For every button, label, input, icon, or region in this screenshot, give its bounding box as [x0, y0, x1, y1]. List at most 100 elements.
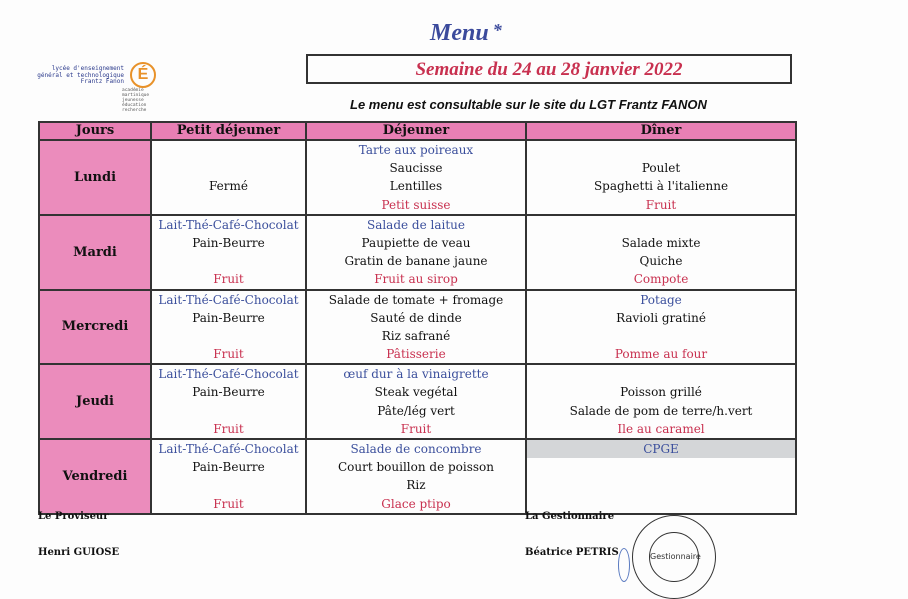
menu-item: Fruit au sirop [374, 272, 458, 287]
menu-item: Lentilles [389, 179, 443, 194]
menu-item [152, 196, 305, 214]
breakfast-cell: Lait-Thé-Café-Chocolat Pain-Beurre Fruit [150, 438, 307, 515]
menu-item: Gratin de banane jaune [344, 254, 488, 269]
lunch-cell: œuf dur à la vinaigrette Steak vegétal Pât… [305, 363, 527, 440]
menu-item: Salade de tomate + fromage [328, 292, 504, 307]
breakfast-cell: Lait-Thé-Café-Chocolat Pain-Beurre Fruit [150, 213, 307, 291]
day-cell: Mercredi [38, 288, 152, 366]
menu-table: Jours Petit déjeuner Déjeuner Dîner Lund… [38, 121, 797, 515]
breakfast-cell: Lait-Thé-Café-Chocolat Pain-Beurre Fruit [150, 363, 307, 440]
menu-item: Pain-Beurre [192, 235, 265, 250]
menu-item: Paupiette de veau [361, 235, 471, 250]
menu-item: Pain-Beurre [192, 310, 265, 325]
day-cell: Jeudi [38, 363, 152, 440]
menu-item: Saucisse [389, 161, 443, 176]
menu-item [527, 476, 795, 494]
week-banner: Semaine du 24 au 28 janvier 2022 [306, 54, 792, 84]
menu-item: Potage [640, 292, 682, 307]
lunch-cell: Salade de concombre Court bouillon de poi… [305, 438, 527, 515]
menu-item: Lait-Thé-Café-Chocolat [158, 442, 299, 456]
gestionnaire-role: La Gestionnaire [525, 511, 615, 522]
menu-item [152, 476, 305, 494]
menu-item: Spaghetti à l'italienne [593, 179, 729, 194]
stamp-text: Gestionnaire [649, 532, 701, 582]
menu-item: Compote [633, 272, 689, 287]
menu-item: Steak vegétal [374, 385, 458, 400]
dinner-cell: Poulet Spaghetti à l'italienne Fruit [525, 139, 797, 216]
school-logo: lycée d'enseignement général et technolo… [37, 60, 164, 113]
lunch-cell: Salade de tomate + fromage Sauté de dinde… [305, 288, 527, 366]
page-title: Menu * [430, 20, 502, 47]
header-diner: Dîner [525, 121, 797, 141]
menu-item: Ravioli gratiné [616, 310, 706, 325]
table-row: Vendredi Lait-Thé-Café-Chocolat Pain-Beurr… [38, 438, 797, 515]
menu-item: Tarte aux poireaux [358, 143, 474, 157]
header-dejeuner: Déjeuner [305, 121, 527, 141]
menu-item: Fruit [213, 421, 244, 436]
menu-item: Riz safrané [381, 328, 451, 343]
menu-item [527, 365, 795, 383]
breakfast-cell: Fermé [150, 139, 307, 216]
menu-item [527, 141, 795, 159]
menu-item: Ile au caramel [617, 421, 705, 436]
menu-item: Salade de concombre [350, 442, 482, 456]
menu-item: Pain-Beurre [192, 385, 265, 400]
menu-item: Fruit [645, 197, 677, 212]
table-row: Mardi Lait-Thé-Café-Chocolat Pain-Beurre Fr… [38, 213, 797, 291]
lunch-cell: Tarte aux poireaux Saucisse Lentilles Petit… [305, 139, 527, 216]
menu-item [152, 252, 305, 270]
proviseur-name: Henri GUIOSE [38, 547, 120, 558]
menu-item: Salade de laitue [366, 217, 466, 232]
dinner-cell: Salade mixte Quiche Compote [525, 213, 797, 291]
subtitle: Le menu est consultable sur le site du L… [350, 97, 707, 112]
title-star: * [492, 20, 502, 40]
menu-item: Salade de pom de terre/h.vert [569, 403, 753, 418]
menu-item: Fruit [213, 347, 244, 362]
menu-item: Quiche [639, 254, 683, 269]
logo-e-icon: É [130, 62, 156, 88]
dinner-cell: Poisson grillé Salade de pom de terre/h.v… [525, 363, 797, 440]
menu-item [527, 458, 795, 476]
menu-item: Riz [406, 478, 426, 493]
table-row: Jeudi Lait-Thé-Café-Chocolat Pain-Beurre Fr… [38, 363, 797, 440]
menu-item: CPGE [527, 440, 795, 459]
day-cell: Lundi [38, 139, 152, 216]
dinner-cell: Potage Ravioli gratiné Pomme au four [525, 288, 797, 366]
breakfast-cell: Lait-Thé-Café-Chocolat Pain-Beurre Fruit [150, 288, 307, 366]
title-text: Menu [430, 20, 489, 46]
menu-item: Salade mixte [621, 235, 701, 250]
menu-item: Pain-Beurre [192, 460, 265, 475]
table-row: Mercredi Lait-Thé-Café-Chocolat Pain-Beurr… [38, 288, 797, 366]
official-stamp: Gestionnaire [632, 515, 716, 599]
lunch-cell: Salade de laitue Paupiette de veau Gratin … [305, 213, 527, 291]
header-petit-dejeuner: Petit déjeuner [150, 121, 307, 141]
menu-item: Glace ptipo [381, 496, 451, 511]
signature-mark [618, 548, 630, 582]
gestionnaire-name: Béatrice PETRIS [525, 547, 619, 558]
menu-item: Lait-Thé-Café-Chocolat [158, 217, 299, 232]
menu-item: Poulet [641, 161, 681, 176]
menu-item: Court bouillon de poisson [337, 460, 495, 475]
day-cell: Mardi [38, 213, 152, 291]
menu-item [527, 216, 795, 234]
menu-item [152, 327, 305, 345]
menu-item: Pâte/lég vert [377, 403, 455, 418]
menu-item: œuf dur à la vinaigrette [343, 367, 489, 382]
logo-subtext: académie martinique jeunesse éducation r… [122, 88, 150, 113]
menu-item: Sauté de dinde [370, 310, 462, 325]
menu-item: Fruit [213, 496, 244, 511]
dinner-cell: CPGE [525, 438, 797, 515]
menu-item: Lait-Thé-Café-Chocolat [158, 292, 299, 307]
menu-item: Poisson grillé [620, 385, 702, 400]
table-header-row: Jours Petit déjeuner Déjeuner Dîner [38, 121, 797, 141]
menu-item [527, 327, 795, 345]
menu-item: Lait-Thé-Café-Chocolat [158, 367, 299, 382]
logo-text: lycée d'enseignement général et technolo… [37, 65, 124, 85]
table-row: Lundi Fermé Tarte aux poireaux Saucisse Lent… [38, 139, 797, 216]
menu-item: Pâtisserie [386, 347, 446, 362]
menu-item: Pomme au four [614, 347, 708, 362]
menu-item: Fruit [213, 272, 244, 287]
menu-item: Fermé [209, 179, 248, 194]
menu-item: Petit suisse [381, 197, 451, 212]
day-cell: Vendredi [38, 438, 152, 515]
